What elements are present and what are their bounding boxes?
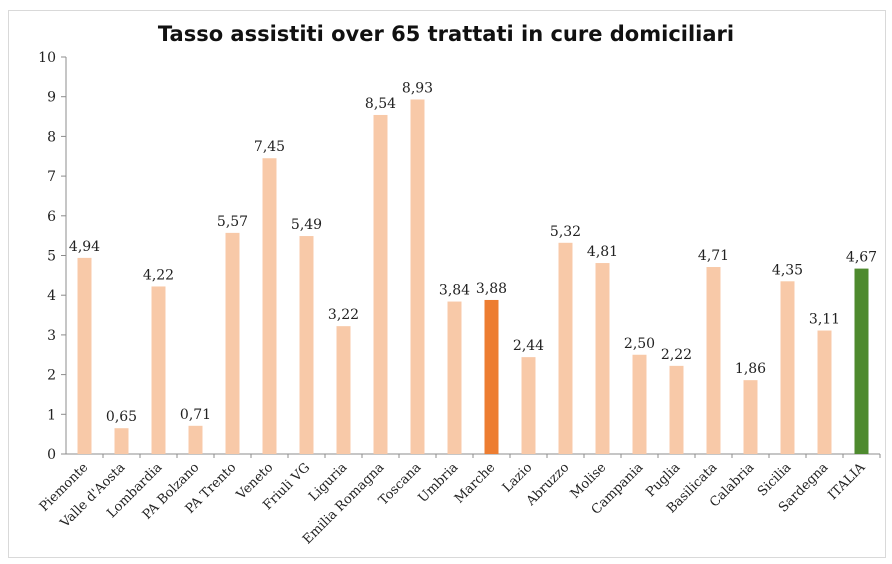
bar (188, 425, 203, 454)
data-label: 4,35 (772, 262, 803, 278)
data-label: 4,81 (587, 244, 618, 260)
category-label: Lazio (500, 460, 536, 496)
bar (743, 380, 758, 454)
data-label: 0,71 (180, 407, 211, 423)
bar (558, 242, 573, 454)
bar (595, 263, 610, 454)
y-tick-label: 6 (47, 209, 56, 225)
y-tick-label: 2 (47, 368, 56, 384)
data-label: 8,93 (402, 80, 433, 96)
data-label: 0,65 (106, 409, 137, 425)
data-label: 1,86 (735, 361, 766, 377)
data-label: 5,49 (291, 217, 322, 233)
y-tick-label: 3 (47, 328, 56, 344)
chart-title: Tasso assistiti over 65 trattati in cure… (157, 22, 735, 46)
category-label: Marche (452, 460, 499, 507)
data-label: 5,32 (550, 224, 581, 240)
y-tick-label: 4 (47, 288, 56, 304)
data-label: 3,84 (439, 283, 470, 299)
bar (77, 257, 92, 454)
bar (151, 286, 166, 454)
data-label: 2,50 (624, 336, 655, 352)
bar (447, 301, 462, 454)
bar (373, 114, 388, 454)
bar (299, 236, 314, 454)
bar (410, 99, 425, 454)
data-labels: 4,94 0,65 4,22 0,71 5,57 7,45 5,49 3,22 8,54 8,93… (69, 80, 877, 425)
category-label: ITALIA (825, 460, 868, 503)
bar (484, 299, 499, 454)
data-label: 8,54 (365, 96, 396, 112)
data-label: 5,57 (217, 214, 248, 230)
bar (632, 354, 647, 454)
bar (114, 428, 129, 454)
data-label: 2,22 (661, 347, 692, 363)
data-label: 7,45 (254, 139, 285, 155)
bar (225, 232, 240, 454)
y-tick-label: 7 (47, 169, 56, 185)
data-label: 4,94 (69, 239, 100, 255)
y-tick-label: 10 (38, 50, 56, 66)
y-tick-label: 5 (47, 249, 56, 265)
bar (706, 267, 721, 454)
bar (669, 365, 684, 454)
data-label: 3,88 (476, 281, 507, 297)
bars (77, 99, 869, 455)
y-tick-label: 8 (47, 129, 56, 145)
chart-frame (8, 10, 886, 558)
bar (780, 281, 795, 454)
data-label: 3,11 (809, 312, 840, 328)
data-label: 2,44 (513, 338, 544, 354)
bar (262, 158, 277, 455)
data-label: 4,22 (143, 267, 174, 283)
y-tick-label: 1 (47, 407, 56, 423)
bar (854, 268, 869, 454)
bar (521, 357, 536, 454)
y-tick-label: 9 (47, 90, 56, 106)
data-label: 4,67 (846, 250, 877, 266)
bar (817, 330, 832, 454)
data-label: 3,22 (328, 307, 359, 323)
bar (336, 326, 351, 454)
data-label: 4,71 (698, 248, 729, 264)
y-tick-label: 0 (47, 447, 56, 463)
